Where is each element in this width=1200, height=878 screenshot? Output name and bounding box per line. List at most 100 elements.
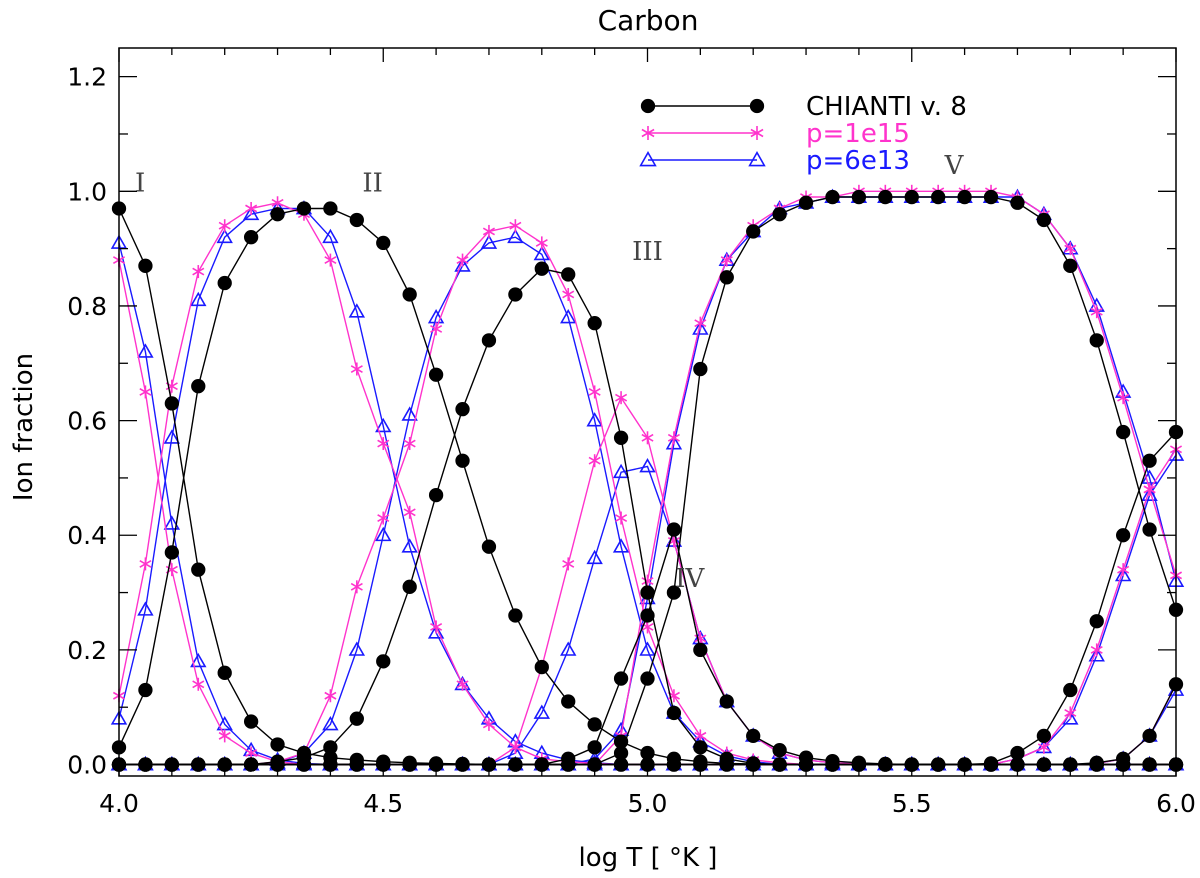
data-point xyxy=(666,585,682,600)
data-point xyxy=(1142,757,1157,772)
data-point xyxy=(666,705,682,721)
y-tick-label: 0.6 xyxy=(67,407,107,436)
data-point xyxy=(243,714,259,729)
data-point xyxy=(1117,391,1130,405)
data-point xyxy=(191,562,206,577)
data-point xyxy=(138,682,153,698)
data-point xyxy=(456,253,469,267)
data-point xyxy=(615,391,628,405)
data-point xyxy=(586,412,603,427)
data-point xyxy=(191,757,206,772)
series-chianti-v-8 xyxy=(111,189,1184,772)
data-point xyxy=(904,189,919,205)
asterisk-stroke xyxy=(641,577,654,586)
x-axis-label: log T [ °K ] xyxy=(579,843,718,873)
asterisk-stroke xyxy=(192,267,205,276)
x-tick-label: 5.0 xyxy=(628,789,668,818)
y-axis-label: Ion fraction xyxy=(9,353,39,501)
data-point xyxy=(376,235,391,251)
data-point xyxy=(562,557,575,571)
asterisk-stroke xyxy=(350,582,363,591)
legend-entry-p-1e15: p=1e15 xyxy=(641,119,910,149)
data-point xyxy=(403,505,416,519)
asterisk-stroke xyxy=(1117,565,1130,574)
data-point xyxy=(348,641,366,656)
data-point xyxy=(455,401,470,417)
data-point xyxy=(192,677,205,691)
data-point xyxy=(693,642,708,658)
data-point xyxy=(218,729,231,743)
data-point xyxy=(1063,258,1078,273)
data-point xyxy=(164,396,180,411)
y-tick-label: 0.2 xyxy=(67,636,107,665)
data-point xyxy=(377,437,390,451)
data-point xyxy=(639,641,656,656)
data-point xyxy=(693,740,708,755)
data-point xyxy=(456,677,469,691)
asterisk-stroke xyxy=(165,565,178,574)
data-point xyxy=(1036,212,1052,228)
asterisk-stroke xyxy=(377,514,390,522)
data-point xyxy=(640,585,655,600)
data-point xyxy=(878,757,893,772)
asterisk-stroke xyxy=(562,559,575,568)
data-point xyxy=(1142,728,1157,744)
asterisk-stroke xyxy=(430,623,443,631)
data-point xyxy=(218,219,231,233)
asterisk-stroke xyxy=(720,256,733,265)
data-point xyxy=(1036,728,1052,744)
data-point xyxy=(613,671,629,686)
asterisk-stroke xyxy=(667,537,680,545)
asterisk-stroke xyxy=(139,387,152,396)
data-point xyxy=(507,228,524,244)
data-point xyxy=(746,224,761,239)
data-point xyxy=(1142,522,1157,537)
data-point xyxy=(749,98,765,114)
data-point xyxy=(402,757,417,772)
data-point xyxy=(957,189,972,205)
asterisk-stroke xyxy=(192,680,205,689)
data-point xyxy=(719,757,734,772)
legend-entry-chianti-v-8: CHIANTI v. 8 xyxy=(640,92,967,122)
data-point xyxy=(639,458,656,473)
ion-label-iv: IV xyxy=(675,564,705,594)
asterisk-stroke xyxy=(1117,393,1130,402)
data-point xyxy=(455,453,470,468)
data-point xyxy=(508,608,523,623)
ion-label-iii: III xyxy=(632,237,663,267)
asterisk-stroke xyxy=(377,439,390,448)
data-point xyxy=(376,654,391,669)
data-point xyxy=(1089,755,1104,770)
data-point xyxy=(641,431,654,445)
x-tick-label: 6.0 xyxy=(1156,789,1196,818)
legend-label: p=6e13 xyxy=(806,146,910,176)
data-point xyxy=(480,234,498,249)
x-tick-label: 4.5 xyxy=(363,789,403,818)
asterisk-stroke xyxy=(1090,645,1103,654)
asterisk-stroke xyxy=(694,319,707,328)
asterisk-stroke xyxy=(509,221,522,230)
data-point xyxy=(1116,424,1131,440)
data-point xyxy=(640,608,655,623)
data-point xyxy=(931,757,946,772)
x-tick-label: 5.5 xyxy=(892,789,932,818)
data-point xyxy=(217,665,232,680)
data-point xyxy=(587,740,602,755)
data-point xyxy=(748,151,766,167)
data-point xyxy=(481,333,497,348)
data-point xyxy=(612,463,630,479)
data-point xyxy=(694,316,707,330)
data-point xyxy=(322,228,339,244)
data-point xyxy=(878,189,893,205)
data-point xyxy=(349,212,364,228)
data-point xyxy=(430,322,443,336)
data-point xyxy=(588,454,601,468)
asterisk-stroke xyxy=(482,227,495,236)
asterisk-stroke xyxy=(456,680,469,689)
asterisk-stroke xyxy=(562,290,575,299)
data-point xyxy=(323,740,338,755)
asterisk-stroke xyxy=(1064,709,1077,717)
asterisk-stroke xyxy=(403,439,416,448)
asterisk-stroke xyxy=(535,238,548,247)
